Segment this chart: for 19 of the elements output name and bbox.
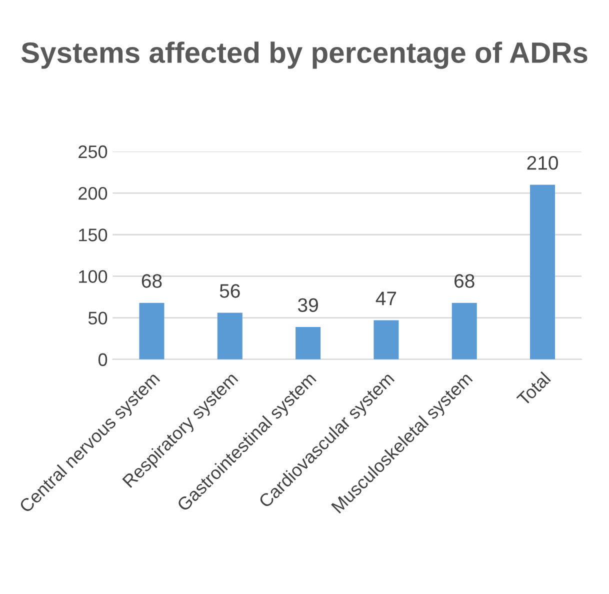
y-tick-label: 150 <box>79 228 108 242</box>
bar <box>530 184 556 360</box>
bar <box>139 302 164 360</box>
bar <box>296 326 321 360</box>
chart-title: Systems affected by percentage of ADRs <box>21 42 588 69</box>
data-label: 56 <box>220 284 240 298</box>
bar <box>374 320 399 360</box>
data-label: 47 <box>376 292 396 306</box>
data-label: 39 <box>298 298 318 312</box>
y-tick-label: 50 <box>88 312 108 325</box>
bar <box>217 312 242 360</box>
y-tick-label: 100 <box>79 270 108 283</box>
y-tick-label: 250 <box>78 145 108 158</box>
bar <box>452 302 477 360</box>
y-tick-label: 0 <box>98 353 108 366</box>
data-label: 68 <box>454 274 474 288</box>
data-label: 68 <box>142 274 162 288</box>
data-label: 210 <box>527 156 558 170</box>
y-tick-label: 200 <box>78 186 108 200</box>
